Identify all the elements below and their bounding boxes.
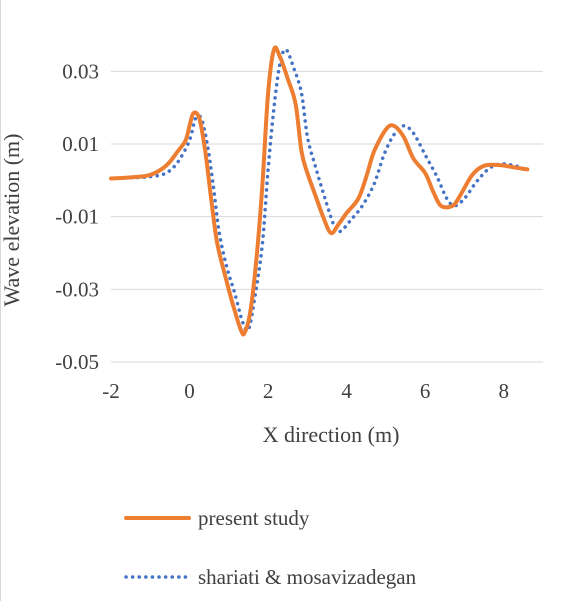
y-axis-title: Wave elevation (m)	[1, 134, 24, 307]
y-tick-label: 0.03	[62, 59, 99, 83]
y-tick-label: 0.01	[62, 132, 99, 156]
legend-label-shariati-mosavizadegan: shariati & mosavizadegan	[198, 565, 417, 589]
gridlines	[111, 70, 543, 363]
x-axis-title: X direction (m)	[263, 422, 400, 447]
y-tick-labels: 0.03 0.01 -0.01 -0.03 -0.05	[55, 59, 99, 374]
x-tick-label: 2	[263, 379, 274, 403]
series-lines	[109, 45, 530, 337]
legend: present study shariati & mosavizadegan	[124, 506, 417, 589]
legend-label-present-study: present study	[198, 506, 310, 530]
x-tick-label: -2	[102, 379, 120, 403]
x-tick-label: 8	[498, 379, 509, 403]
y-tick-label: -0.05	[55, 350, 99, 374]
x-tick-label: 0	[184, 379, 195, 403]
series-line-present-study	[109, 45, 530, 337]
y-tick-label: -0.03	[55, 277, 99, 301]
y-tick-label: -0.01	[55, 205, 99, 229]
x-tick-label: 6	[420, 379, 431, 403]
x-tick-label: 4	[341, 379, 352, 403]
x-tick-labels: -2 0 2 4 6 8	[102, 379, 509, 403]
series-line-shariati-mosavizadegan	[109, 47, 530, 333]
